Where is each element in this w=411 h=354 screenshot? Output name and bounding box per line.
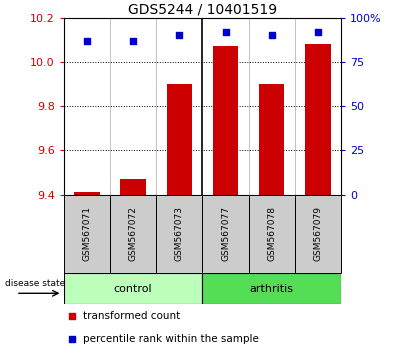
Text: GSM567079: GSM567079 bbox=[314, 206, 323, 261]
Bar bbox=[120, 179, 146, 195]
Point bbox=[315, 29, 321, 35]
Text: GSM567072: GSM567072 bbox=[129, 206, 138, 261]
Text: control: control bbox=[114, 284, 152, 293]
Bar bbox=[156, 195, 203, 273]
Text: percentile rank within the sample: percentile rank within the sample bbox=[83, 334, 259, 344]
Bar bbox=[259, 84, 284, 195]
Bar bbox=[166, 84, 192, 195]
Point bbox=[268, 33, 275, 38]
Bar bbox=[64, 273, 203, 304]
Bar bbox=[203, 195, 249, 273]
Text: arthritis: arthritis bbox=[250, 284, 294, 293]
Bar bbox=[213, 46, 238, 195]
Point bbox=[69, 336, 75, 342]
Text: GSM567073: GSM567073 bbox=[175, 206, 184, 261]
Bar bbox=[249, 195, 295, 273]
Text: disease state: disease state bbox=[5, 279, 65, 288]
Text: GSM567078: GSM567078 bbox=[267, 206, 276, 261]
Bar bbox=[64, 195, 110, 273]
Bar bbox=[74, 193, 99, 195]
Point bbox=[176, 33, 182, 38]
Text: GSM567071: GSM567071 bbox=[82, 206, 91, 261]
Point bbox=[222, 29, 229, 35]
Bar bbox=[203, 273, 341, 304]
Text: GSM567077: GSM567077 bbox=[221, 206, 230, 261]
Point bbox=[130, 38, 136, 44]
Title: GDS5244 / 10401519: GDS5244 / 10401519 bbox=[128, 2, 277, 17]
Bar bbox=[295, 195, 341, 273]
Text: transformed count: transformed count bbox=[83, 311, 180, 321]
Bar bbox=[305, 44, 331, 195]
Bar bbox=[110, 195, 156, 273]
Point bbox=[69, 313, 75, 319]
Point bbox=[83, 38, 90, 44]
